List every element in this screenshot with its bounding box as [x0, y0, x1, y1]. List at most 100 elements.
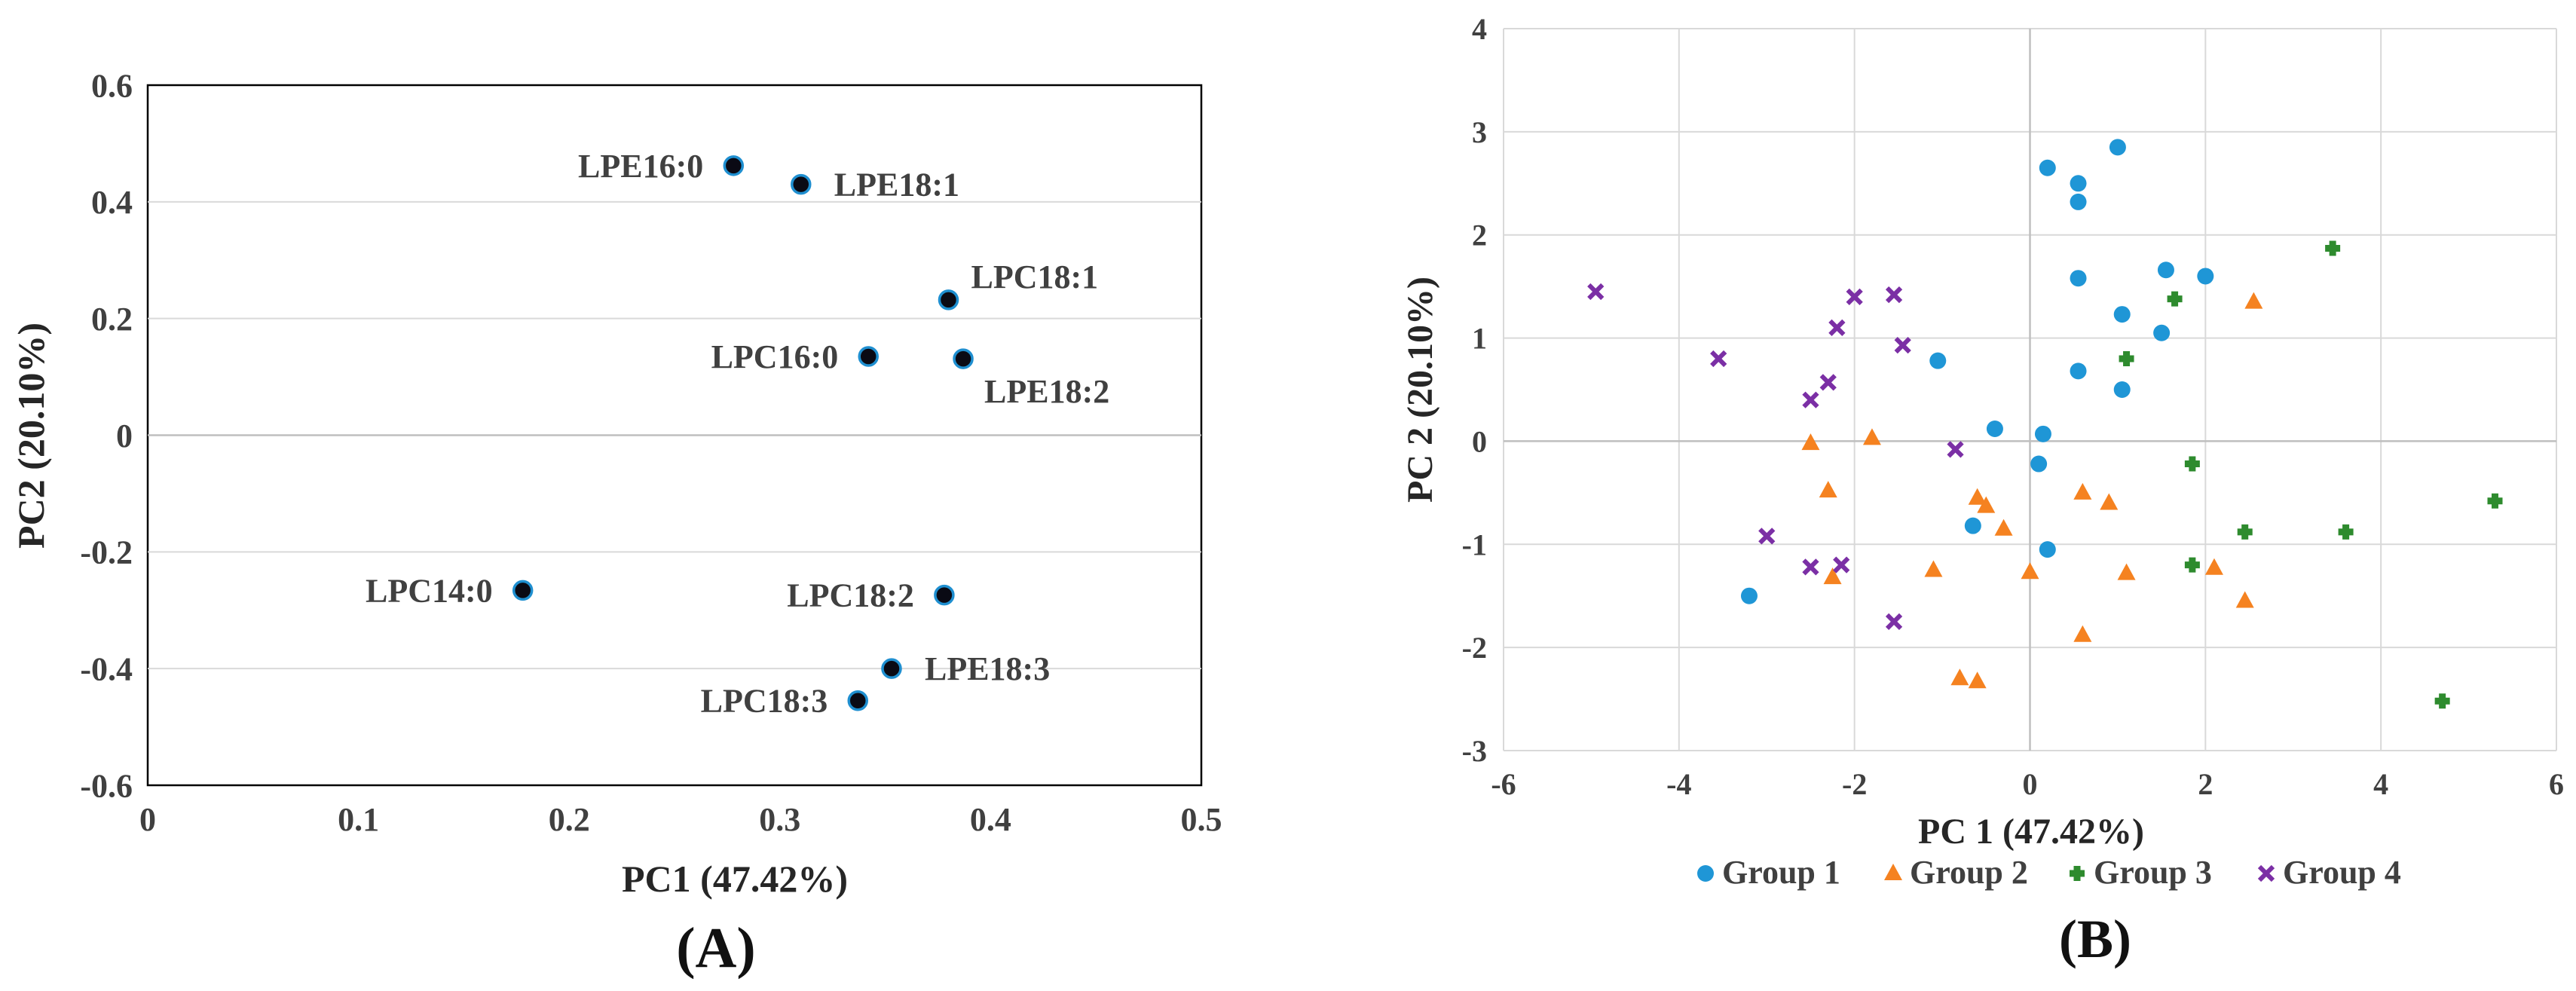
- group-3-point: [2119, 350, 2134, 366]
- group-1-point: [2070, 175, 2087, 192]
- data-label-lpe18-3: LPE18:3: [925, 650, 1050, 687]
- group-3-point: [2237, 524, 2253, 540]
- group-1-point: [2113, 306, 2131, 323]
- group-2-point: [1977, 496, 1996, 513]
- group-4-point-stroke: [1828, 319, 1846, 337]
- legend-label-group-2: Group 2: [1910, 854, 2028, 891]
- group-4-point: [1710, 350, 1727, 368]
- group-2-point: [1968, 671, 1987, 689]
- data-label-lpe18-2: LPE18:2: [984, 373, 1109, 410]
- x-tick-label: 2: [2198, 767, 2213, 801]
- group-2-point: [1801, 433, 1820, 451]
- x-tick-label: -4: [1666, 767, 1691, 801]
- group-4-point-stroke: [1894, 337, 1911, 354]
- group-2-point: [2117, 563, 2136, 580]
- loading-point-lpc14-0: [512, 580, 534, 601]
- group-4-point-stroke: [1885, 286, 1903, 304]
- group-4-point-stroke: [1587, 283, 1605, 301]
- loading-point-lpc18-3: [847, 690, 869, 711]
- panel-label: (A): [676, 916, 756, 980]
- group-1-point: [2034, 425, 2051, 442]
- group-4-point: [1894, 337, 1911, 354]
- group-1-point: [1929, 352, 1947, 369]
- data-label-lpe16-0: LPE16:0: [578, 148, 703, 185]
- group-4-point-stroke: [1947, 441, 1964, 458]
- group-3-point: [2338, 524, 2354, 540]
- group-3-point: [2184, 456, 2200, 472]
- legend-label-group-4: Group 4: [2283, 854, 2401, 891]
- group-2-point: [1862, 428, 1881, 445]
- x-tick-label: 0.2: [549, 801, 590, 838]
- y-tick-label: 0: [1472, 424, 1487, 458]
- x-axis-title: PC 1 (47.42%): [1918, 812, 2144, 852]
- group-4-point-stroke: [1802, 391, 1819, 408]
- group-1-point: [2157, 262, 2174, 279]
- y-tick-label: 2: [1472, 219, 1487, 252]
- group-1-point: [1740, 587, 1758, 604]
- group-4-point: [1885, 613, 1903, 631]
- data-label-lpc18-2: LPC18:2: [787, 577, 914, 614]
- group-1-point: [2039, 541, 2056, 558]
- group-2-point: [2021, 562, 2039, 580]
- group-4-point-stroke: [1833, 556, 1850, 573]
- group-1-point: [1986, 421, 2003, 438]
- group-4-point-stroke: [1846, 288, 1863, 305]
- y-tick-label: 0.6: [91, 67, 133, 104]
- loading-point-lpc18-2: [934, 584, 955, 606]
- x-tick-label: -6: [1491, 767, 1516, 801]
- x-tick-label: 0.1: [338, 801, 379, 838]
- group-1-point: [2039, 159, 2056, 176]
- group-2-point: [2100, 493, 2119, 510]
- group-2-point: [1994, 518, 2013, 536]
- panel-label: (B): [2059, 909, 2131, 969]
- y-tick-label: 0: [116, 418, 133, 454]
- group-4-point: [1846, 288, 1863, 305]
- legend-marker-group-4: [2257, 864, 2275, 882]
- y-tick-label: -0.2: [80, 534, 133, 571]
- group-1-point: [2070, 270, 2087, 287]
- group-3-point: [2184, 557, 2200, 573]
- panel-a-pc-loadings-chart: 0 0.1 0.2 0.3 0.4 0.5 -0.6 -0.4 -0.2 0 0.2 0.4 0.6 PC…: [10, 67, 1222, 980]
- group-3-point: [2434, 693, 2450, 709]
- group-4-point: [1819, 374, 1837, 391]
- group-2-point: [2073, 482, 2092, 500]
- data-label-lpc14-0: LPC14:0: [366, 572, 493, 609]
- group-2-point: [1924, 560, 1943, 577]
- data-label-lpc18-1: LPC18:1: [971, 258, 1098, 295]
- data-label-lpc18-3: LPC18:3: [701, 683, 828, 720]
- x-axis-title: PC1 (47.42%): [622, 858, 848, 900]
- loading-point-lpe18-2: [953, 348, 974, 369]
- group-4-point-stroke: [1885, 613, 1903, 631]
- x-tick-label: 4: [2373, 767, 2388, 801]
- group-4-point: [1802, 391, 1819, 408]
- loading-point-lpc18-1: [938, 289, 959, 310]
- legend-marker-group-1: [1697, 865, 1714, 882]
- x-tick-label: 0.5: [1181, 801, 1222, 838]
- x-tick-label: 0: [2023, 767, 2038, 801]
- group-2-point: [2204, 558, 2223, 575]
- group-3-point: [2167, 291, 2183, 307]
- group-4-point: [1828, 319, 1846, 337]
- group-4-point: [1587, 283, 1605, 301]
- data-label-lpc16-0: LPC16:0: [711, 338, 839, 375]
- group-4-point: [1885, 286, 1903, 304]
- group-2-point: [1823, 567, 1842, 585]
- y-tick-label: -0.4: [80, 651, 133, 688]
- group-3-point: [2325, 240, 2341, 256]
- legend-marker-group-4-stroke: [2257, 864, 2275, 882]
- y-tick-label: 1: [1472, 322, 1487, 356]
- loading-point-lpe18-1: [791, 173, 812, 195]
- y-tick-label: 4: [1472, 12, 1487, 46]
- group-4-point-stroke: [1758, 528, 1776, 545]
- group-3-point: [2487, 493, 2503, 509]
- group-4-point: [1947, 441, 1964, 458]
- group-2-point: [1819, 481, 1837, 498]
- legend-label-group-1: Group 1: [1722, 854, 1840, 891]
- group-1-point: [2030, 455, 2048, 473]
- group-4-point-stroke: [1802, 558, 1819, 576]
- group-1-point: [2070, 362, 2087, 380]
- x-tick-label: 0: [139, 801, 156, 838]
- y-tick-label: -3: [1462, 734, 1487, 768]
- data-label-lpe18-1: LPE18:1: [834, 167, 959, 203]
- group-1-point: [2113, 381, 2131, 398]
